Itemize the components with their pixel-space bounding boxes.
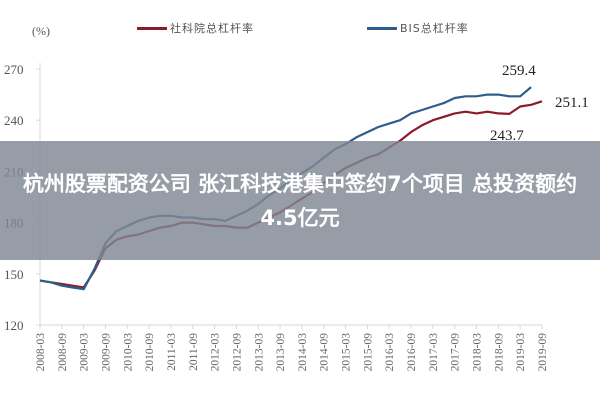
- x-tick-label: 2019-09: [537, 333, 549, 372]
- x-tick-label: 2016-09: [406, 333, 418, 372]
- x-tick-label: 2009-09: [100, 333, 112, 372]
- x-tick-label: 2008-03: [35, 333, 47, 372]
- y-tick-label: 240: [4, 113, 24, 128]
- x-tick-label: 2012-03: [210, 333, 222, 372]
- x-tick-label: 2013-09: [275, 333, 287, 372]
- x-tick-label: 2019-03: [515, 333, 527, 372]
- x-tick-label: 2018-03: [472, 333, 484, 372]
- headline-text[interactable]: 杭州股票配资公司 张江科技港集中签约7个项目 总投资额约4.5亿元: [22, 171, 578, 230]
- x-tick-label: 2018-09: [493, 333, 505, 372]
- x-tick-label: 2010-03: [122, 333, 134, 372]
- headline-banner[interactable]: 杭州股票配资公司 张江科技港集中签约7个项目 总投资额约4.5亿元: [0, 141, 600, 260]
- x-tick-label: 2009-03: [79, 333, 91, 372]
- y-tick-label: 150: [4, 267, 24, 282]
- legend-item-cass: 社科院总杠杆率: [137, 20, 254, 36]
- value-annotation: 259.4: [502, 63, 536, 79]
- value-annotation: 243.7: [490, 128, 524, 144]
- x-tick-label: 2015-03: [341, 333, 353, 372]
- legend-swatch-cass: [137, 26, 167, 30]
- y-tick-label: 270: [4, 62, 24, 77]
- x-tick-label: 2017-09: [450, 333, 462, 372]
- x-tick-label: 2017-03: [428, 333, 440, 372]
- y-axis-unit-label: (%): [32, 24, 50, 38]
- x-tick-label: 2010-09: [144, 333, 156, 372]
- legend-swatch-bis: [367, 26, 397, 30]
- legend-label-cass: 社科院总杠杆率: [170, 22, 254, 35]
- x-tick-label: 2008-09: [57, 333, 69, 372]
- legend-label-bis: BIS总杠杆率: [400, 22, 469, 35]
- x-tick-label: 2011-09: [188, 333, 200, 371]
- x-tick-label: 2015-09: [362, 333, 374, 372]
- chart-annotations: 259.4 251.1 243.7: [490, 63, 589, 144]
- x-tick-label: 2016-03: [384, 333, 396, 372]
- x-tick-label: 2011-03: [166, 333, 178, 371]
- x-tick-label: 2014-09: [319, 333, 331, 372]
- legend-item-bis: BIS总杠杆率: [367, 20, 469, 36]
- value-annotation: 251.1: [555, 95, 589, 111]
- y-tick-label: 120: [4, 318, 24, 333]
- x-tick-label: 2014-03: [297, 333, 309, 372]
- x-tick-label: 2013-03: [253, 333, 265, 372]
- x-tick-label: 2012-09: [231, 333, 243, 372]
